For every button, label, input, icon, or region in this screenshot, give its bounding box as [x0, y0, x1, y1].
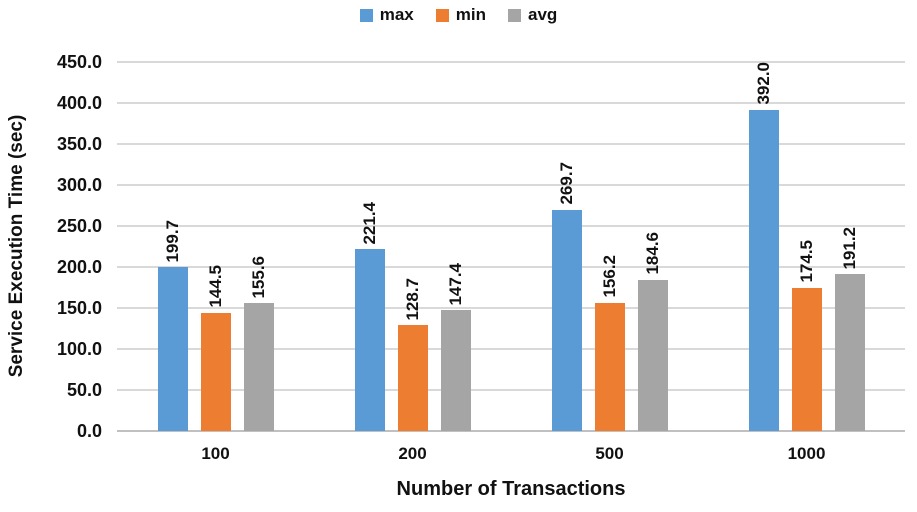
bar-slot-max-100: 199.7 — [157, 62, 188, 431]
legend-label-max: max — [379, 5, 414, 24]
bar-min-200 — [397, 325, 428, 431]
bar-max-500 — [551, 209, 582, 431]
bar-groups: 199.7 144.5 155.6 221.4 128.7 — [117, 62, 905, 431]
legend-item-min: min — [435, 5, 486, 25]
bar-max-100 — [157, 267, 188, 431]
gridline — [117, 348, 905, 351]
bar-avg-1000 — [834, 274, 865, 431]
y-tick-label: 300.0 — [56, 175, 102, 196]
y-tick-label: 450.0 — [56, 52, 102, 72]
bar-slot-max-1000: 392.0 — [748, 62, 779, 431]
bar-value-label: 144.5 — [205, 264, 225, 308]
y-tick-label: 0.0 — [76, 421, 102, 441]
bar-avg-500 — [637, 279, 668, 431]
bar-slot-avg-200: 147.4 — [440, 62, 471, 431]
bar-slot-min-200: 128.7 — [397, 62, 428, 431]
legend-item-avg: avg — [507, 5, 558, 25]
y-tick-label: 200.0 — [56, 257, 102, 278]
bar-max-200 — [354, 249, 385, 431]
bar-group-1000: 392.0 174.5 191.2 — [708, 62, 905, 431]
bar-group-100: 199.7 144.5 155.6 — [117, 62, 314, 431]
gridline — [117, 143, 905, 145]
bar-value-label: 128.7 — [402, 277, 422, 321]
bar-group-200: 221.4 128.7 147.4 — [314, 62, 511, 431]
y-axis-tick-labels: 0.0 50.0 100.0 150.0 200.0 250.0 300.0 350.0 400… — [0, 52, 108, 441]
legend-swatch-avg-icon — [507, 8, 521, 22]
chart-legend: max min avg — [0, 5, 917, 25]
bar-value-label: 221.4 — [359, 201, 379, 245]
bar-slot-avg-1000: 191.2 — [834, 62, 865, 431]
bar-group-500: 269.7 156.2 184.6 — [511, 62, 708, 431]
legend-swatch-min-icon — [435, 8, 449, 22]
bar-value-label: 174.5 — [796, 240, 816, 283]
x-tick-label-100: 100 — [201, 444, 230, 463]
x-axis-tick-labels: 100 200 500 1000 — [117, 444, 905, 464]
bar-slot-min-1000: 174.5 — [791, 62, 822, 431]
x-axis-line — [117, 430, 905, 432]
legend-item-max: max — [359, 5, 414, 25]
bar-min-100 — [200, 312, 231, 431]
bar-avg-200 — [440, 310, 471, 431]
bar-slot-max-200: 221.4 — [354, 62, 385, 431]
legend-label-min: min — [455, 5, 486, 24]
bar-value-label: 191.2 — [839, 226, 859, 270]
y-tick-label: 100.0 — [56, 339, 102, 360]
bar-value-label: 184.6 — [642, 232, 662, 275]
bar-slot-min-500: 156.2 — [594, 62, 625, 431]
bar-value-label: 199.7 — [162, 219, 182, 263]
bar-slot-max-500: 269.7 — [551, 62, 582, 431]
bar-slot-avg-500: 184.6 — [637, 62, 668, 431]
bar-max-1000 — [748, 109, 779, 431]
gridline — [117, 184, 905, 187]
bar-value-label: 155.6 — [248, 255, 268, 299]
y-tick-label: 400.0 — [56, 93, 102, 114]
bar-slot-avg-100: 155.6 — [243, 62, 274, 431]
x-tick-label-1000: 1000 — [787, 444, 826, 463]
x-tick-label-200: 200 — [398, 444, 427, 463]
y-tick-label: 150.0 — [56, 298, 102, 319]
gridline — [117, 389, 905, 392]
x-tick-label-500: 500 — [595, 444, 624, 463]
gridline — [117, 307, 905, 310]
bar-avg-100 — [243, 303, 274, 431]
bar-value-label: 269.7 — [556, 162, 576, 205]
gridline — [117, 102, 905, 105]
gridline — [117, 61, 905, 63]
plot-area: 199.7 144.5 155.6 221.4 128.7 — [117, 61, 905, 432]
bar-min-500 — [594, 302, 625, 431]
bar-min-1000 — [791, 287, 822, 431]
bar-value-label: 156.2 — [599, 255, 619, 298]
x-axis-title: Number of Transactions — [396, 478, 626, 500]
y-tick-label: 250.0 — [56, 216, 102, 236]
gridline — [117, 225, 905, 227]
gridline — [117, 266, 905, 269]
legend-swatch-max-icon — [359, 8, 373, 22]
bar-slot-min-100: 144.5 — [200, 62, 231, 431]
legend-label-avg: avg — [527, 5, 558, 24]
y-tick-label: 350.0 — [56, 134, 102, 154]
bar-value-label: 147.4 — [445, 262, 465, 306]
y-tick-label: 50.0 — [66, 380, 102, 401]
bar-value-label: 392.0 — [753, 62, 773, 105]
